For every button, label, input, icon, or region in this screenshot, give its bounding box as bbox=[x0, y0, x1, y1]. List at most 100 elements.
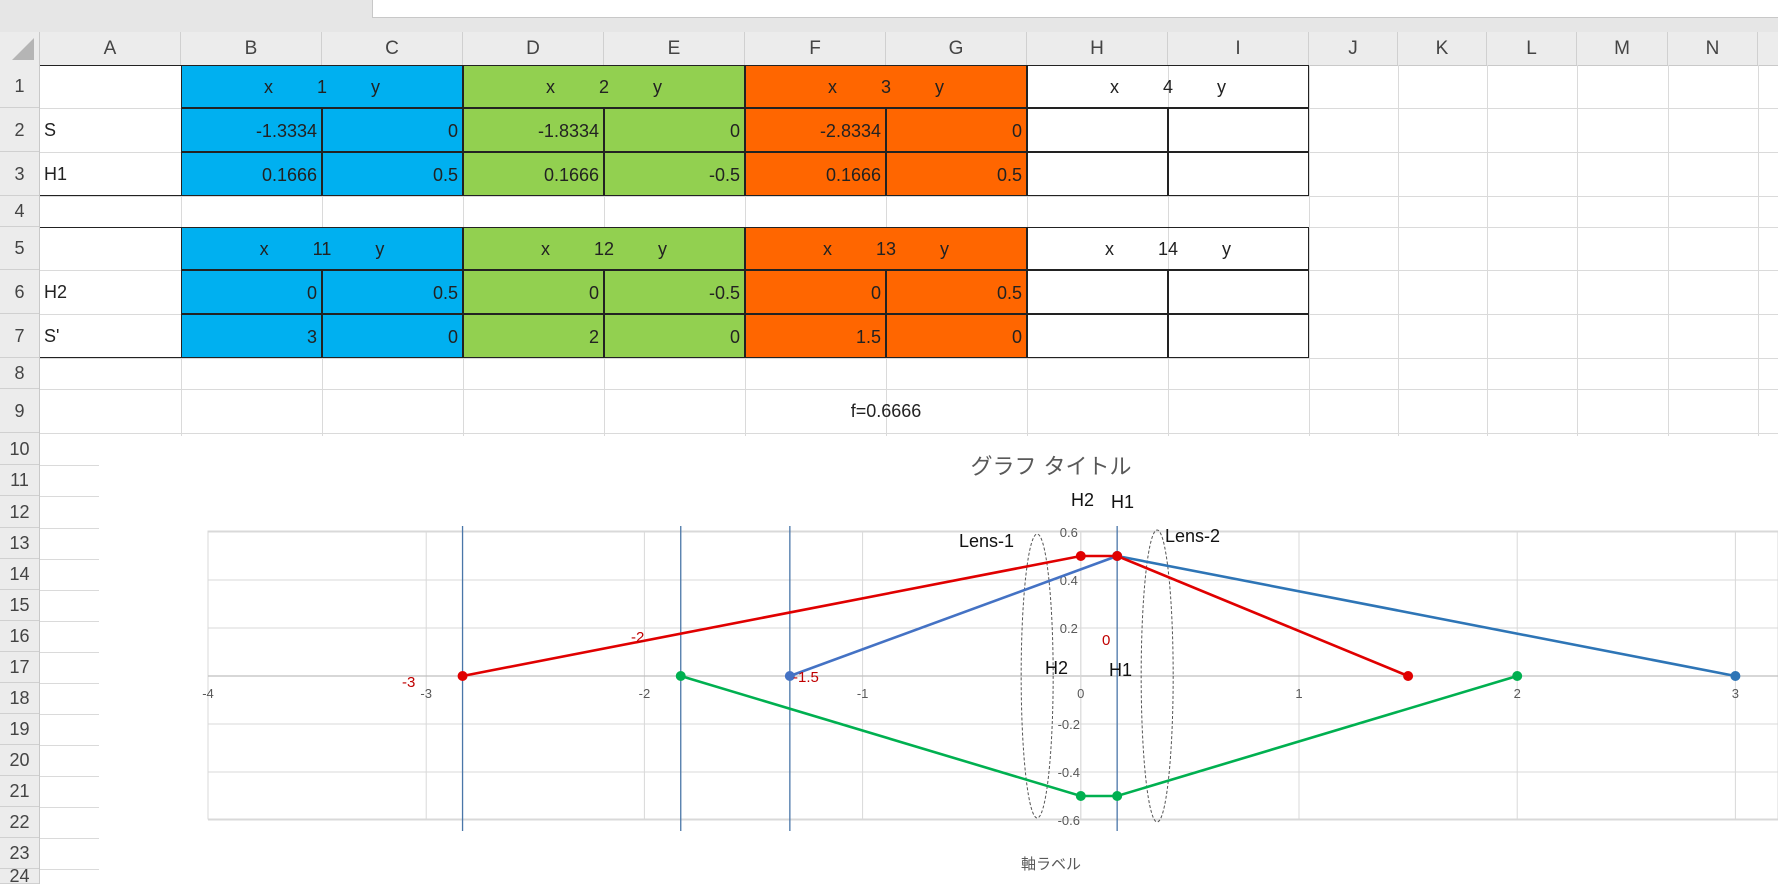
row-header-9[interactable]: 9 bbox=[0, 389, 39, 433]
row-header-12[interactable]: 12 bbox=[0, 496, 39, 528]
table2-value-cell[interactable]: 3 bbox=[181, 314, 322, 358]
table1-value-cell[interactable] bbox=[1168, 152, 1309, 196]
table2-header-2[interactable]: x 12 y bbox=[463, 227, 745, 270]
table1-header-4[interactable]: x 4 y bbox=[1027, 65, 1309, 108]
table2-row-label[interactable]: H2 bbox=[44, 282, 68, 302]
header-text: x 14 y bbox=[1105, 239, 1231, 259]
column-header-l[interactable]: L bbox=[1487, 32, 1577, 65]
worksheet-grid[interactable]: x 1 y x 2 y x 3 y x 4 y S -1.3334 0 -1.8334 0 -2.8334 0 H1 0… bbox=[40, 65, 1778, 884]
column-header-h[interactable]: H bbox=[1027, 32, 1168, 65]
table2-header-3[interactable]: x 13 y bbox=[745, 227, 1027, 270]
row-header-5[interactable]: 5 bbox=[0, 227, 39, 270]
row-header-23[interactable]: 23 bbox=[0, 838, 39, 869]
table1-header-3[interactable]: x 3 y bbox=[745, 65, 1027, 108]
table2-row-label[interactable]: S' bbox=[44, 326, 60, 346]
table2-value-cell[interactable]: 0 bbox=[463, 270, 604, 314]
table1-row-label[interactable]: H1 bbox=[44, 164, 68, 184]
row-header-10[interactable]: 10 bbox=[0, 433, 39, 465]
table2-value-cell[interactable] bbox=[1027, 314, 1168, 358]
table2-value-cell[interactable]: 0 bbox=[604, 314, 745, 358]
table-corner-cell[interactable] bbox=[40, 65, 181, 196]
table-corner-cell[interactable] bbox=[40, 227, 181, 358]
table2-value-cell[interactable]: 0.5 bbox=[322, 270, 463, 314]
row-header-17[interactable]: 17 bbox=[0, 652, 39, 683]
row-header-8[interactable]: 8 bbox=[0, 358, 39, 389]
table1-row-label[interactable]: S bbox=[44, 120, 57, 140]
table1-value-cell[interactable] bbox=[1027, 108, 1168, 152]
table1-value-cell[interactable]: -0.5 bbox=[604, 152, 745, 196]
row-header-21[interactable]: 21 bbox=[0, 776, 39, 807]
ribbon-area bbox=[0, 0, 1778, 32]
focal-length-note[interactable]: f=0.6666 bbox=[850, 401, 922, 421]
column-header-n[interactable]: N bbox=[1668, 32, 1758, 65]
table1-value-cell[interactable]: 0 bbox=[322, 108, 463, 152]
table1-value-cell[interactable]: 0.5 bbox=[886, 152, 1027, 196]
table1-value-cell[interactable]: -1.8334 bbox=[463, 108, 604, 152]
row-header-2[interactable]: 2 bbox=[0, 108, 39, 152]
row-header-18[interactable]: 18 bbox=[0, 683, 39, 714]
header-number: 3 bbox=[880, 77, 891, 97]
row-header-15[interactable]: 15 bbox=[0, 590, 39, 621]
table2-header-1[interactable]: x 11 y bbox=[181, 227, 463, 270]
column-header-c[interactable]: C bbox=[322, 32, 463, 65]
table2-value-cell[interactable] bbox=[1168, 270, 1309, 314]
header-x-label: x bbox=[827, 77, 837, 97]
row-header-1[interactable]: 1 bbox=[0, 65, 39, 108]
row-header-11[interactable]: 11 bbox=[0, 465, 39, 496]
row-header-22[interactable]: 22 bbox=[0, 807, 39, 838]
table1-header-2[interactable]: x 2 y bbox=[463, 65, 745, 108]
table1-value-cell[interactable]: -2.8334 bbox=[745, 108, 886, 152]
header-text: x 2 y bbox=[546, 77, 662, 97]
select-all-button[interactable] bbox=[0, 32, 40, 65]
table1-value-cell[interactable]: 0.1666 bbox=[463, 152, 604, 196]
table2-value-cell[interactable]: 1.5 bbox=[745, 314, 886, 358]
row-header-24[interactable]: 24 bbox=[0, 867, 39, 885]
table1-value-cell[interactable]: 0 bbox=[604, 108, 745, 152]
column-header-f[interactable]: F bbox=[745, 32, 886, 65]
header-y-label: y bbox=[935, 77, 944, 97]
column-header-i[interactable]: I bbox=[1168, 32, 1309, 65]
table1-value-cell[interactable] bbox=[1168, 108, 1309, 152]
formula-bar[interactable] bbox=[372, 0, 1778, 18]
column-header-j[interactable]: J bbox=[1309, 32, 1398, 65]
row-header-7[interactable]: 7 bbox=[0, 314, 39, 358]
table2-value-cell[interactable]: 0 bbox=[745, 270, 886, 314]
table1-value-cell[interactable]: 0.1666 bbox=[745, 152, 886, 196]
table2-value-cell[interactable]: -0.5 bbox=[604, 270, 745, 314]
label-marker-neg2: -2 bbox=[631, 629, 644, 646]
table2-header-4[interactable]: x 14 y bbox=[1027, 227, 1309, 270]
chart[interactable]: -4 -3 -2 -1 0 1 2 3 0.6 0.4 0.2 -0.2 -0.4 -0.6 グラフ タイト… bbox=[99, 436, 1778, 884]
row-header-6[interactable]: 6 bbox=[0, 270, 39, 314]
column-header-e[interactable]: E bbox=[604, 32, 745, 65]
row-header-16[interactable]: 16 bbox=[0, 621, 39, 652]
row-header-4[interactable]: 4 bbox=[0, 196, 39, 227]
column-header-d[interactable]: D bbox=[463, 32, 604, 65]
row-header-3[interactable]: 3 bbox=[0, 152, 39, 196]
column-header-k[interactable]: K bbox=[1398, 32, 1487, 65]
table2-value-cell[interactable] bbox=[1168, 314, 1309, 358]
column-header-m[interactable]: M bbox=[1577, 32, 1668, 65]
row-header-14[interactable]: 14 bbox=[0, 559, 39, 590]
table1-value-cell[interactable]: 0.5 bbox=[322, 152, 463, 196]
column-header-b[interactable]: B bbox=[181, 32, 322, 65]
table1-value-cell[interactable]: 0 bbox=[886, 108, 1027, 152]
y-tick-label: 0.6 bbox=[1060, 525, 1078, 540]
table1-value-cell[interactable] bbox=[1027, 152, 1168, 196]
table1-header-1[interactable]: x 1 y bbox=[181, 65, 463, 108]
table1-value-cell[interactable]: 0.1666 bbox=[181, 152, 322, 196]
table1-value-cell[interactable]: -1.3334 bbox=[181, 108, 322, 152]
table2-value-cell[interactable]: 0 bbox=[322, 314, 463, 358]
row-header-19[interactable]: 19 bbox=[0, 714, 39, 745]
table2-value-cell[interactable]: 0.5 bbox=[886, 270, 1027, 314]
row-header-20[interactable]: 20 bbox=[0, 745, 39, 776]
table2-value-cell[interactable] bbox=[1027, 270, 1168, 314]
column-header-a[interactable]: A bbox=[40, 32, 181, 65]
label-h2-top: H2 bbox=[1071, 490, 1094, 510]
series-point bbox=[1112, 551, 1123, 561]
table2-value-cell[interactable]: 2 bbox=[463, 314, 604, 358]
column-header-g[interactable]: G bbox=[886, 32, 1027, 65]
table2-value-cell[interactable]: 0 bbox=[181, 270, 322, 314]
row-header-13[interactable]: 13 bbox=[0, 528, 39, 559]
label-lens-1: Lens-1 bbox=[959, 531, 1014, 551]
table2-value-cell[interactable]: 0 bbox=[886, 314, 1027, 358]
